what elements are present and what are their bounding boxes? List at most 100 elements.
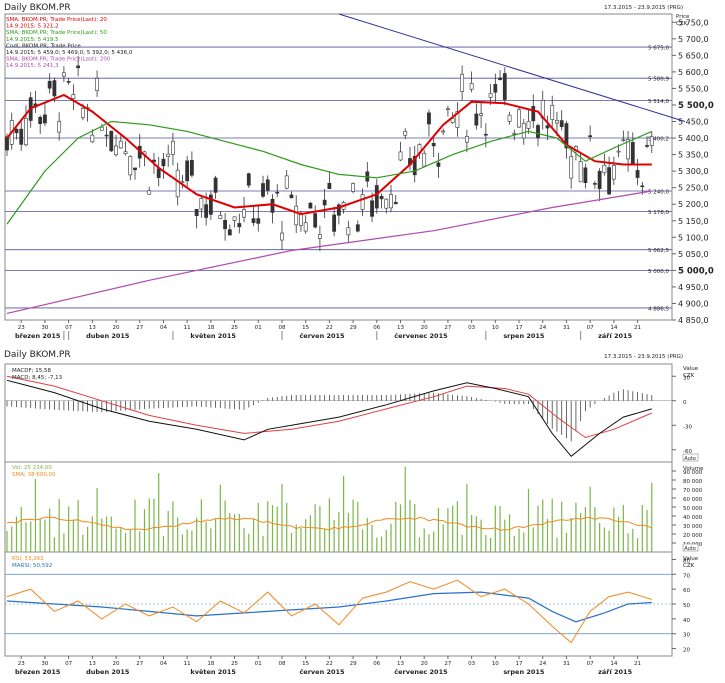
candle-body	[526, 121, 531, 129]
candle-body	[5, 136, 9, 151]
price-tick-label: 5 500,0	[678, 101, 714, 111]
candle-body	[578, 161, 583, 183]
candle-body	[114, 145, 118, 156]
candle-body	[57, 120, 62, 133]
candle-body	[251, 218, 256, 223]
rsi-tick-label: 30	[683, 633, 690, 639]
price-tick-label: 5 100,0	[678, 233, 709, 242]
rsi-line	[6, 579, 652, 644]
marsi-legend: MARSI; 50,592	[12, 563, 52, 569]
candle-body	[294, 205, 299, 226]
price-tick-label: 4 950,0	[678, 283, 709, 292]
legend-entry: 14.9.2015; 5 419,5	[6, 37, 59, 43]
bottom-month-label: květen 2015	[190, 668, 236, 676]
candle-body	[640, 185, 645, 188]
candle-body	[204, 204, 209, 218]
candle-body	[175, 169, 180, 198]
volume-tick-label: 20 000	[683, 533, 703, 539]
candle-body	[517, 109, 521, 128]
legend-entry: Cndl; BKOM.PR; Trade Price	[6, 43, 81, 49]
price-tick-label: 5 300,0	[678, 167, 709, 176]
candle-body	[621, 139, 626, 142]
bottom-date-tick-label: 11	[184, 661, 191, 667]
date-tick-label: 04	[160, 325, 167, 331]
date-tick-label: 14	[610, 325, 617, 331]
candle-body	[616, 150, 621, 153]
volume-tick-label: 80 000	[683, 479, 703, 485]
candle-body	[284, 175, 289, 189]
date-tick-label: 20	[421, 325, 428, 331]
candle-body	[379, 195, 384, 200]
candle-body	[630, 142, 635, 165]
date-tick-label: 20	[113, 325, 120, 331]
candle-body	[592, 183, 597, 185]
candle-body	[194, 209, 199, 216]
rsi-axis-header: Value	[683, 556, 699, 562]
candle-body	[531, 106, 536, 122]
candle-body	[502, 73, 507, 100]
candle-body	[327, 182, 332, 189]
candle-body	[95, 78, 99, 92]
price-tick-label: 5 250,0	[678, 184, 709, 193]
volume-sma-legend: SMA; 38 600,00	[12, 472, 56, 478]
candle-body	[322, 199, 327, 206]
candle-body	[455, 111, 460, 128]
date-tick-label: 24	[539, 325, 546, 331]
bottom-date-tick-label: 15	[302, 661, 309, 667]
candle-body	[161, 158, 166, 167]
horizontal-level-label: 5 240,0	[648, 189, 669, 195]
date-tick-label: 15	[302, 325, 309, 331]
horizontal-level-label: 5 400,2	[648, 136, 669, 142]
date-tick-label: 01	[255, 325, 262, 331]
rsi-tick-label: 80	[683, 558, 690, 564]
bottom-date-tick-label: 06	[373, 661, 380, 667]
sma200-line	[6, 190, 652, 314]
horizontal-level-label: 5 675,0	[648, 46, 669, 52]
bottom-date-tick-label: 08	[278, 661, 285, 667]
macd-auto-label: Auto	[684, 456, 696, 462]
date-tick-label: 22	[326, 325, 333, 331]
candle-body	[607, 167, 612, 195]
candle-body	[559, 120, 564, 128]
macd-signal-line	[6, 375, 652, 439]
candle-body	[43, 114, 47, 124]
volume-auto-label: Auto	[684, 546, 696, 552]
main-date-range: 17.3.2015 - 23.9.2015 (PRG)	[604, 5, 683, 11]
date-tick-label: 29	[350, 325, 357, 331]
candle-body	[550, 104, 555, 120]
candle-body	[189, 159, 194, 176]
date-tick-label: 10	[492, 325, 499, 331]
date-tick-label: 08	[278, 325, 285, 331]
month-label: září 2015	[598, 332, 632, 340]
candle-body	[270, 198, 275, 213]
price-tick-label: 5 700,0	[678, 35, 709, 44]
macd-tick-label: 0	[683, 400, 687, 406]
month-label: červen 2015	[299, 332, 345, 340]
candle-body	[431, 143, 436, 147]
price-tick-label: 5 350,0	[678, 151, 709, 160]
bottom-date-tick-label: 10	[492, 661, 499, 667]
macd-tick-label: -30	[683, 424, 692, 430]
lower-date-range: 17.3.2015 - 23.9.2015 (PRG)	[604, 354, 683, 360]
candle-body	[450, 118, 455, 123]
volume-auto-box	[682, 543, 699, 552]
candle-body	[645, 145, 649, 147]
date-tick-label: 23	[18, 325, 25, 331]
candle-body	[521, 122, 526, 139]
date-tick-label: 25	[231, 325, 238, 331]
candle-body	[185, 160, 190, 182]
price-tick-label: 5 650,0	[678, 51, 709, 60]
candle-body	[389, 194, 393, 209]
candle-body	[289, 194, 294, 199]
candle-body	[61, 72, 66, 77]
candle-body	[460, 73, 465, 92]
date-tick-label: 13	[89, 325, 96, 331]
candle-body	[128, 156, 133, 176]
main-panel-frame	[4, 13, 673, 321]
candle-body	[99, 126, 104, 131]
date-tick-label: 18	[207, 325, 214, 331]
candle-body	[512, 132, 517, 135]
horizontal-level-label: 4 886,5	[648, 306, 669, 312]
candle-body	[493, 84, 498, 93]
candle-body	[649, 136, 654, 146]
